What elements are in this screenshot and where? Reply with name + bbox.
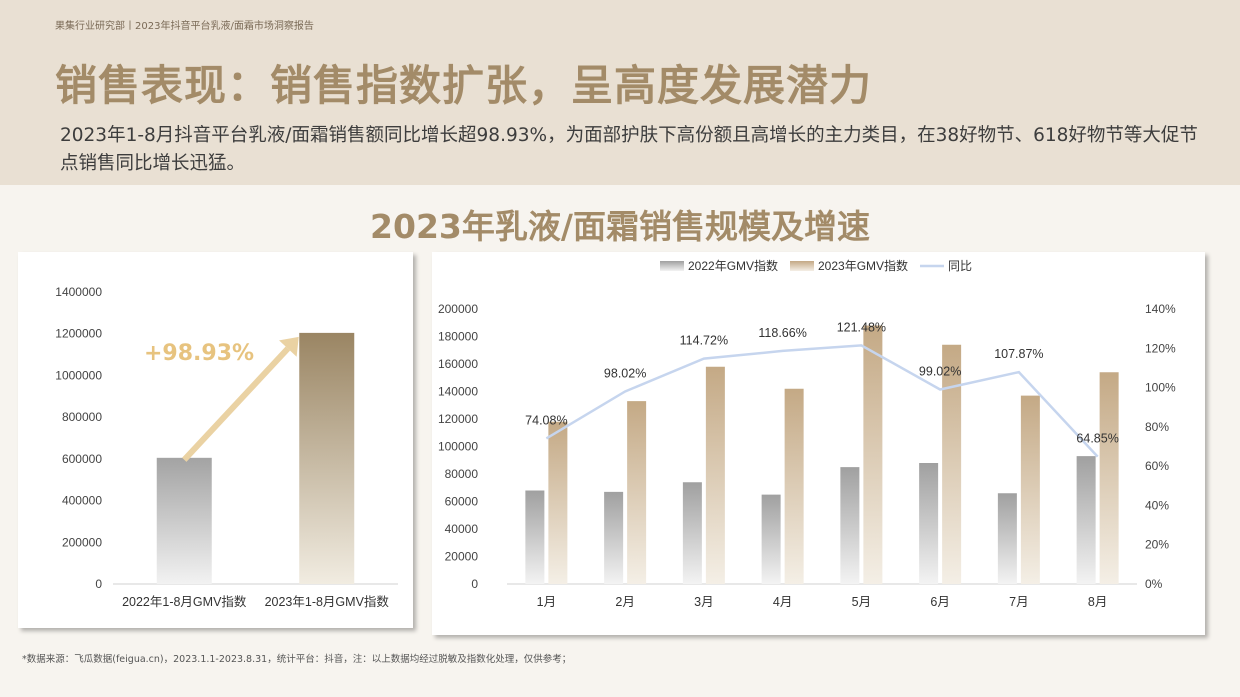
yoy-data-label: 107.87%	[994, 347, 1043, 361]
y-tick-label: 60000	[445, 495, 479, 509]
x-tick-label: 1月	[537, 595, 556, 609]
bar-2022-5	[840, 467, 860, 584]
bar-2	[299, 332, 355, 584]
y-tick-label: 180000	[438, 330, 478, 344]
y-tick-label: 1200000	[55, 327, 102, 341]
y-tick-label: 1000000	[55, 368, 102, 382]
bar-2022-8	[1076, 456, 1096, 584]
growth-arrow-head	[279, 336, 299, 357]
breadcrumb: 果集行业研究部丨2023年抖音平台乳液/面霜市场洞察报告	[55, 21, 314, 32]
data-source-footnote: *数据来源：飞瓜数据(feigua.cn)，2023.1.1-2023.8.31…	[22, 654, 572, 665]
y2-tick-label: 140%	[1145, 302, 1176, 316]
y-tick-label: 0	[95, 577, 102, 591]
legend-label: 2022年GMV指数	[688, 258, 778, 273]
page-title: 销售表现：销售指数扩张，呈高度发展潜力	[55, 61, 873, 110]
yoy-data-label: 98.02%	[604, 366, 646, 380]
y-tick-label: 120000	[438, 412, 478, 426]
bar-2022-1	[525, 490, 545, 584]
bar-2023-4	[784, 388, 804, 584]
y-tick-label: 160000	[438, 357, 478, 371]
x-tick-label: 2月	[615, 595, 634, 609]
y2-tick-label: 100%	[1145, 381, 1176, 395]
monthly-gmv-chart: 0 20000 40000 60000 80000 100000 120000 140000 1…	[438, 258, 1176, 609]
header-band	[0, 0, 1240, 185]
yoy-line	[545, 344, 1099, 458]
bar-2022-7	[997, 493, 1017, 584]
bar-2022-2	[604, 491, 624, 584]
y2-tick-label: 20%	[1145, 538, 1169, 552]
bar-2022-4	[761, 494, 781, 584]
legend-label: 同比	[948, 259, 972, 273]
x-tick-label: 5月	[852, 595, 871, 609]
growth-annotation: +98.93%	[144, 341, 255, 366]
y2-tick-label: 0%	[1145, 577, 1163, 591]
bar-2023-5	[863, 325, 883, 584]
y2-tick-label: 80%	[1145, 420, 1169, 434]
bar-2022-3	[682, 482, 702, 584]
yoy-data-label: 121.48%	[837, 320, 886, 334]
yoy-data-label: 99.02%	[919, 364, 961, 378]
y-tick-label: 800000	[62, 410, 102, 424]
bar-2022-6	[919, 463, 939, 584]
yoy-data-label: 64.85%	[1076, 432, 1118, 446]
x-tick-label: 8月	[1088, 595, 1107, 609]
yoy-data-label: 114.72%	[680, 334, 728, 348]
y-tick-label: 200000	[438, 302, 478, 316]
y-tick-label: 80000	[445, 467, 479, 481]
x-tick-label: 3月	[694, 595, 713, 609]
legend-swatch	[660, 261, 684, 271]
bar-2023-1	[548, 421, 568, 584]
y-tick-label: 40000	[445, 522, 479, 536]
legend-swatch	[790, 261, 814, 271]
x-tick-label: 6月	[930, 595, 949, 609]
yoy-data-label: 74.08%	[525, 413, 567, 427]
bar-2023-7	[1020, 395, 1040, 584]
total-gmv-chart-panel: 0 200000 400000 600000 800000 1000000 1200000 1…	[18, 252, 413, 628]
monthly-gmv-chart-panel: 0 20000 40000 60000 80000 100000 120000 140000 1…	[432, 252, 1205, 635]
legend-label: 2023年GMV指数	[818, 258, 908, 273]
y-tick-label: 200000	[62, 535, 102, 549]
bar-2023-8	[1099, 372, 1119, 584]
bar-2023-2	[627, 401, 647, 584]
x-tick-label: 2023年1-8月GMV指数	[265, 594, 390, 609]
x-tick-label: 2022年1-8月GMV指数	[122, 594, 247, 609]
x-tick-label: 4月	[773, 595, 792, 609]
y2-tick-label: 120%	[1145, 341, 1176, 355]
bar-2023-3	[705, 366, 725, 584]
y-tick-label: 1400000	[55, 285, 102, 299]
y-tick-label: 600000	[62, 452, 102, 466]
y2-tick-label: 40%	[1145, 498, 1169, 512]
y-tick-label: 20000	[445, 550, 479, 564]
y-tick-label: 100000	[438, 440, 478, 454]
page-subtitle: 2023年1-8月抖音平台乳液/面霜销售额同比增长超98.93%，为面部护肤下高…	[60, 125, 1198, 174]
y-tick-label: 140000	[438, 385, 478, 399]
y-tick-label: 0	[471, 577, 478, 591]
bar-2023-6	[942, 344, 962, 584]
growth-arrow-shaft	[182, 346, 291, 462]
total-gmv-chart: 0 200000 400000 600000 800000 1000000 1200000 1…	[55, 285, 398, 609]
y-tick-label: 400000	[62, 494, 102, 508]
chart-section-title: 2023年乳液/面霜销售规模及增速	[370, 207, 870, 246]
bar-1	[156, 457, 212, 584]
x-tick-label: 7月	[1009, 595, 1028, 609]
y2-tick-label: 60%	[1145, 459, 1169, 473]
yoy-data-label: 118.66%	[758, 326, 806, 340]
